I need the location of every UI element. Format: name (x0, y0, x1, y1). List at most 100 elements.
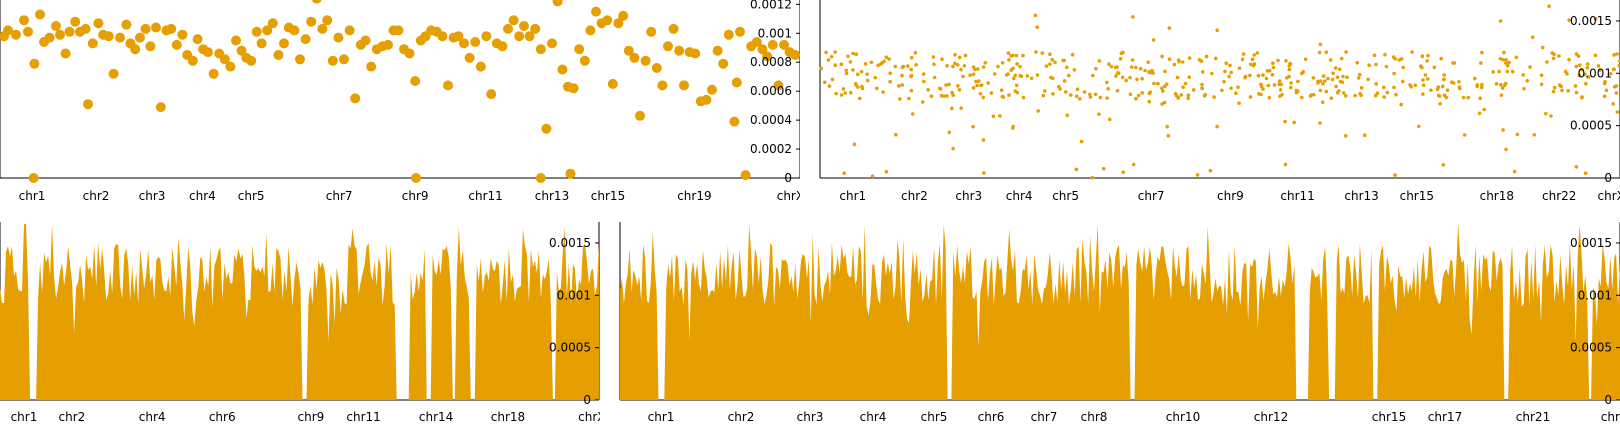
data-point (306, 16, 317, 27)
data-point (1318, 88, 1323, 93)
data-point (535, 44, 546, 55)
data-point (1359, 93, 1363, 98)
data-point (1289, 85, 1293, 90)
data-point (1602, 81, 1607, 86)
data-point (1392, 85, 1396, 90)
data-point (1615, 52, 1619, 56)
x-tick-label: chr4 (860, 410, 887, 424)
data-point (613, 18, 624, 29)
data-point (986, 81, 990, 85)
data-point (1180, 60, 1185, 64)
data-point (1025, 74, 1030, 78)
data-point (674, 45, 685, 56)
data-point (1574, 64, 1579, 69)
data-point (951, 146, 955, 151)
data-point (1277, 79, 1282, 83)
y-tick-label: 0.0012 (750, 0, 792, 11)
x-tick-label: chr11 (346, 410, 380, 424)
data-point (618, 10, 629, 21)
data-point (1058, 87, 1062, 91)
data-point (1479, 61, 1483, 65)
data-point (1598, 68, 1602, 72)
data-point (1608, 72, 1613, 76)
data-point (1014, 83, 1019, 88)
data-point (366, 61, 377, 72)
data-point (1021, 53, 1025, 58)
data-point (1261, 73, 1265, 77)
data-point (1035, 25, 1040, 30)
data-point (1289, 81, 1293, 85)
data-point (1267, 95, 1272, 100)
data-point (989, 91, 994, 95)
data-point (1121, 50, 1125, 55)
data-point (1140, 91, 1144, 95)
data-point (1344, 94, 1348, 98)
data-point (514, 31, 525, 42)
data-point (1375, 91, 1380, 95)
data-point (1043, 89, 1047, 93)
data-point (865, 78, 870, 83)
data-point (1147, 99, 1151, 104)
data-point (1018, 74, 1022, 78)
data-point (1136, 93, 1141, 98)
data-point (1450, 80, 1454, 84)
data-point (1499, 93, 1504, 97)
data-point (1510, 69, 1515, 74)
data-point (1255, 51, 1260, 55)
data-point (1079, 139, 1084, 144)
data-point (1436, 85, 1441, 89)
data-point (524, 31, 535, 42)
x-tick-label: chr17 (1428, 410, 1462, 424)
data-point (740, 170, 751, 181)
data-point (1050, 57, 1054, 62)
data-point (723, 29, 734, 40)
data-point (1186, 93, 1191, 97)
data-point (1163, 69, 1167, 74)
data-point (707, 84, 717, 95)
data-point (977, 79, 981, 83)
data-point (1131, 162, 1136, 167)
data-point (591, 6, 601, 17)
data-point (1321, 74, 1326, 78)
data-point (922, 79, 926, 84)
data-point (1323, 79, 1327, 83)
y-tick-label: 0 (1604, 393, 1612, 407)
data-point (888, 79, 892, 84)
data-point (854, 52, 858, 56)
data-point (1164, 82, 1169, 86)
data-point (35, 9, 45, 20)
data-point (1580, 67, 1584, 72)
data-point (876, 63, 880, 68)
data-point (1064, 90, 1068, 94)
data-point (909, 67, 913, 72)
data-point (508, 15, 519, 26)
data-point (981, 138, 986, 142)
data-point (1311, 76, 1316, 80)
data-point (1451, 61, 1455, 65)
data-point (565, 168, 576, 179)
data-point (1324, 89, 1329, 94)
data-point (1499, 83, 1503, 87)
data-point (1257, 92, 1261, 96)
data-point (1500, 86, 1505, 90)
data-point (920, 100, 925, 104)
data-point (51, 21, 61, 31)
data-point (996, 64, 1000, 69)
data-point (1183, 81, 1188, 86)
data-point (701, 94, 712, 105)
data-point (1120, 75, 1125, 80)
data-point (998, 114, 1002, 118)
data-point (1014, 53, 1019, 58)
data-point (568, 83, 579, 94)
data-point (327, 55, 338, 66)
y-tick-label: 0.001 (1578, 288, 1612, 302)
data-point (1326, 76, 1330, 81)
data-point (251, 26, 262, 37)
data-point (1160, 54, 1164, 59)
data-point (1318, 42, 1323, 47)
data-point (55, 29, 65, 40)
x-tick-label: chr5 (238, 189, 265, 203)
data-point (1300, 95, 1304, 100)
data-point (974, 79, 978, 84)
data-point (1586, 75, 1591, 79)
